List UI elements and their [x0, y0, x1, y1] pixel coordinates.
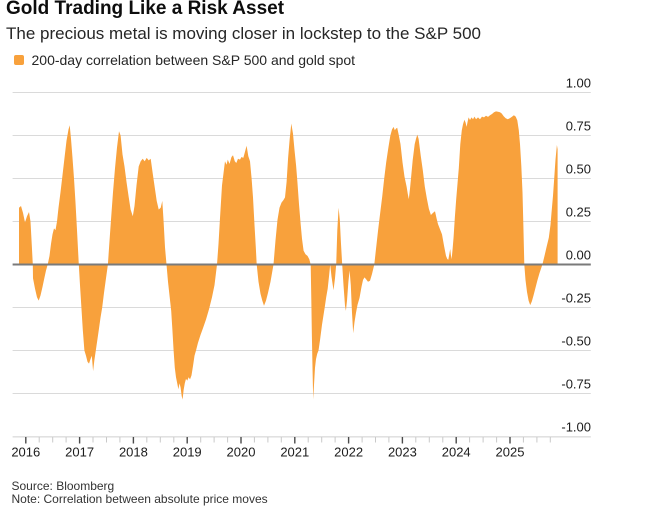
- svg-text:2018: 2018: [119, 445, 148, 460]
- svg-text:0.00: 0.00: [566, 247, 591, 262]
- svg-text:0.75: 0.75: [566, 118, 591, 133]
- svg-text:-1.00: -1.00: [561, 419, 591, 434]
- svg-text:2023: 2023: [388, 445, 417, 460]
- svg-text:2019: 2019: [173, 445, 202, 460]
- svg-text:-0.25: -0.25: [561, 290, 591, 305]
- svg-text:2020: 2020: [227, 445, 256, 460]
- svg-text:-0.50: -0.50: [561, 333, 591, 348]
- svg-text:2024: 2024: [442, 445, 471, 460]
- svg-text:1.00: 1.00: [566, 75, 591, 90]
- svg-text:2025: 2025: [496, 445, 525, 460]
- svg-text:2022: 2022: [334, 445, 363, 460]
- svg-text:0.50: 0.50: [566, 161, 591, 176]
- svg-text:2016: 2016: [11, 445, 40, 460]
- svg-text:2017: 2017: [65, 445, 94, 460]
- svg-text:0.25: 0.25: [566, 204, 591, 219]
- svg-text:-0.75: -0.75: [561, 376, 591, 391]
- svg-text:2021: 2021: [280, 445, 309, 460]
